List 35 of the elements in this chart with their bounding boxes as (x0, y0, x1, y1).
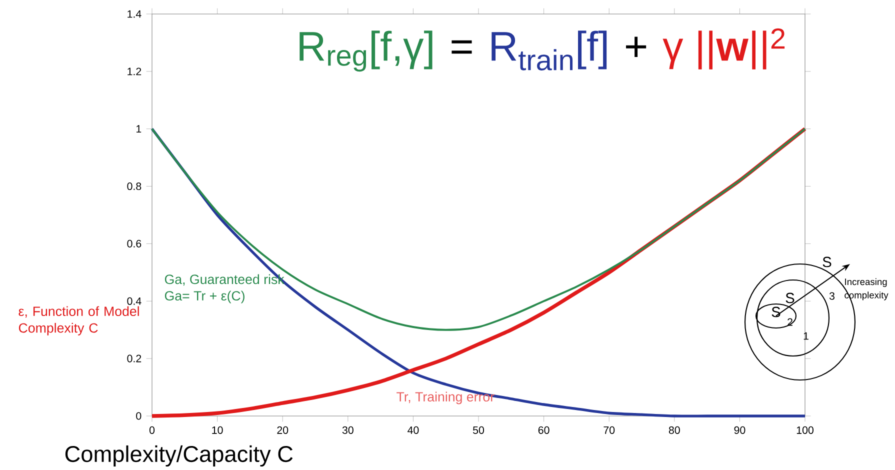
x-tick-label: 50 (472, 426, 484, 434)
x-tick-label: 40 (408, 426, 419, 434)
x-tick-label: 80 (668, 426, 680, 434)
text: S (822, 256, 832, 268)
y-tick-label: 1.4 (128, 10, 142, 18)
text: 3 (829, 292, 834, 300)
text: ε, Function of Model Complexity C (18, 306, 139, 336)
x-tick-label: 100 (796, 426, 814, 434)
y-tick-label: 0.6 (127, 240, 142, 248)
annotation: S (786, 292, 794, 304)
x-axis-title: Complexity/Capacity C (65, 445, 293, 467)
annotation: γ ||w||$^{2}$ (662, 28, 785, 70)
y-tick-label: 0.8 (127, 182, 142, 190)
y-tick-label: 0.4 (127, 297, 142, 305)
x-tick-label: 90 (734, 426, 746, 434)
y-tick-label: 0.2 (127, 354, 142, 362)
line-series (151, 128, 806, 331)
annotation: 1 (804, 332, 808, 340)
annotation: R$_{train}$[f] (492, 30, 607, 70)
x-tick-label: 30 (342, 426, 354, 434)
x-tick-label: 70 (604, 426, 615, 434)
x-tick-label: 0 (149, 426, 155, 434)
annotation: = (452, 40, 472, 54)
annotation: 2 (788, 318, 792, 326)
y-tick-label: 1 (136, 125, 142, 133)
annotation: + (626, 36, 646, 57)
annotation: Ga= Tr + ε(C) (164, 290, 244, 304)
y-tick-label: 1.2 (128, 68, 142, 76)
annotation: R$_{reg}$[f,γ] (300, 30, 432, 72)
annotation: S (772, 306, 780, 318)
x-tick-label: 10 (212, 426, 223, 434)
y-tick-label: 0 (136, 412, 142, 420)
annotation: Tr, Training error (396, 392, 494, 404)
x-tick-label: 20 (277, 426, 288, 434)
x-tick-label: 60 (538, 426, 550, 434)
